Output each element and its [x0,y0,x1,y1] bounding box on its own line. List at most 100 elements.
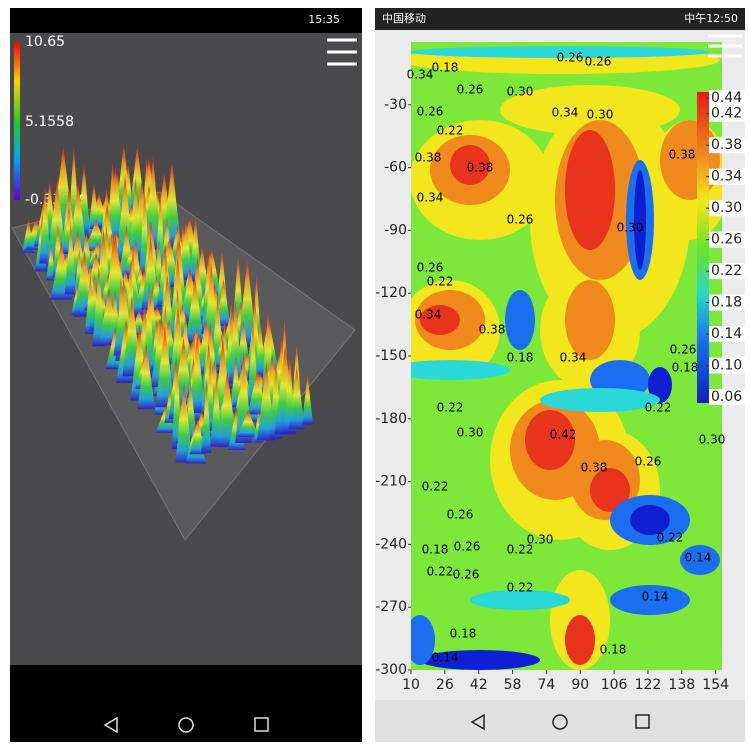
y-tick-label: -300 [375,662,407,678]
status-time: 15:35 [308,13,340,26]
surface-spike [175,383,193,463]
x-tick-label: 90 [571,677,589,693]
heatmap-region [450,145,490,185]
x-tick-label: 58 [504,677,522,693]
colorbar-label-bg [709,357,745,374]
contour-label: 0.34 [552,106,579,120]
colorbar [697,92,709,403]
home-button[interactable] [552,714,568,730]
colorbar-label: 0.22 [711,263,742,279]
contour-label: 0.22 [657,531,684,545]
y-tick-label: -90 [384,222,407,238]
colorbar-label-bg [709,90,745,106]
colorbar-label: 10.65 [25,34,65,50]
colorbar-label: 5.1558 [25,114,74,130]
heatmap-region [634,170,646,270]
surface-spike [64,222,77,295]
status-bar [10,8,362,33]
x-tick-label: 122 [635,677,662,693]
contour-label: 0.26 [457,83,484,97]
contour-label: 0.14 [642,590,669,604]
surface-spike [155,326,175,408]
x-tick-label: 42 [470,677,488,693]
heatmap-region [420,305,460,335]
surface-spike [39,186,51,264]
contour-labels: 0.340.180.26 0.300.260.300.340.260.220.38… [407,51,726,665]
y-tick-label: -60 [384,160,407,176]
back-button[interactable] [470,713,485,731]
x-tick-label: 10 [402,677,420,693]
contour-label: 0.26 [453,568,480,582]
contour-label: 0.26 [417,105,444,119]
contour-label: 0.30 [457,426,484,440]
y-tick-label: -240 [375,536,407,552]
colorbar-label-bg [709,200,745,217]
recent-button[interactable] [254,717,269,732]
contour-label: 0.26 [557,51,584,65]
nav-bar [10,665,362,742]
contour-label: 0.38 [581,461,608,475]
colorbar-label-bg [709,294,745,311]
menu-button[interactable] [708,34,742,58]
nav-icons [470,713,650,731]
colorbar-label: 0.14 [711,326,742,342]
contour-label: 0.38 [467,161,494,175]
heatmap-region [470,590,570,610]
y-tick-label: -120 [375,285,407,301]
contour-label: 0.22 [437,401,464,415]
contour-label: 0.34 [560,351,587,365]
contour-label: 0.18 [422,543,449,557]
heatmap-region [565,615,595,665]
colorbar-label-bg [709,137,745,154]
colorbar-label-bg [709,389,745,405]
back-button[interactable] [103,716,118,734]
status-time: 中午12:50 [684,12,738,25]
contour-label: 0.18 [672,361,699,375]
heatmap-region [420,650,540,670]
y-tick-label: -210 [375,474,407,490]
contour-label: 0.34 [415,308,442,322]
contour-label: 0.34 [407,68,434,82]
menu-button[interactable] [327,38,357,66]
heatmap-region [565,130,615,250]
heatmap-region [500,85,680,135]
surface-spike [257,362,276,441]
colorbar-label-bg [709,263,745,280]
contour-label: 0.22 [437,124,464,138]
colorbar-label: 0.38 [711,137,742,153]
contour-label: 0.30 [507,85,534,99]
colorbar-label: 0.30 [711,200,742,216]
contour-label: 0.18 [432,61,459,75]
colorbar-label: 0.26 [711,232,742,248]
heatmap-region [590,468,630,512]
contour-label: 0.22 [507,543,534,557]
contour-label: 0.26 [507,213,534,227]
contour-label: 0.14 [685,551,712,565]
heatmap-region [505,290,535,350]
surface-spike [116,174,135,263]
surface-spike [189,334,206,413]
status-bar [375,8,745,30]
recent-button[interactable] [635,714,650,729]
contour-label: 0.22 [645,401,672,415]
contour-label: 0.22 [422,480,449,494]
contour-label: 0.38 [479,323,506,337]
contour-label: 0.30 [587,108,614,122]
contour-label: 0.22 [427,275,454,289]
home-button[interactable] [178,717,194,733]
contour-label: 0.22 [427,565,454,579]
carrier: 中国移动 [382,12,426,25]
contour-label: 0.30 [699,433,726,447]
surface-spike [137,343,156,410]
contour-label: 0.38 [669,148,696,162]
surface-spike [216,278,231,326]
heatmap-region [540,388,660,412]
surface-spike [288,366,306,430]
surface-spike [68,182,88,256]
nav-icons [103,716,269,734]
heatmap-region [565,280,615,360]
colorbar-label: 0.10 [711,358,742,374]
contour-label: 0.22 [507,581,534,595]
